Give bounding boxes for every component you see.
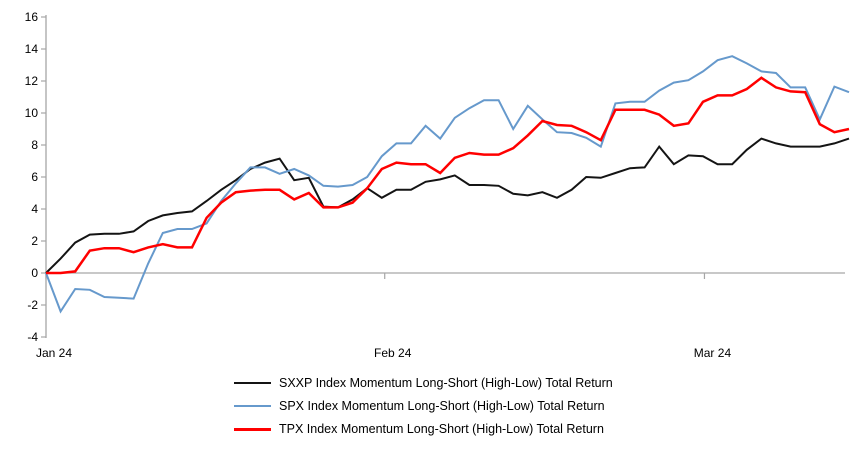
legend-label-spx: SPX Index Momentum Long-Short (High-Low)… — [279, 399, 605, 413]
legend-item-tpx: TPX Index Momentum Long-Short (High-Low)… — [234, 420, 613, 438]
legend-label-tpx: TPX Index Momentum Long-Short (High-Low)… — [279, 422, 604, 436]
y-axis-label: 16 — [25, 10, 39, 24]
x-axis-label: Feb 24 — [374, 346, 412, 360]
x-axis-label: Mar 24 — [694, 346, 732, 360]
y-axis-label: 8 — [31, 138, 38, 152]
y-axis-label: 10 — [25, 106, 39, 120]
y-axis-label: 4 — [31, 202, 38, 216]
spx-series-line — [45, 55, 850, 314]
x-axis-label: Jan 24 — [36, 346, 72, 360]
legend-label-sxxp: SXXP Index Momentum Long-Short (High-Low… — [279, 376, 613, 390]
sxxp-line-swatch — [234, 382, 271, 384]
chart-plot-area: Jan 24 Feb 24 Mar 24 16 14 12 10 8 6 4 2 0 -2 -4 — [25, 10, 850, 360]
y-axis-label: -2 — [27, 298, 38, 312]
chart-legend: SXXP Index Momentum Long-Short (High-Low… — [234, 374, 613, 438]
y-axis-label: 6 — [31, 170, 38, 184]
legend-item-spx: SPX Index Momentum Long-Short (High-Low)… — [234, 397, 613, 415]
y-axis-label: 14 — [25, 42, 39, 56]
y-axis-label: 2 — [31, 234, 38, 248]
tpx-line-swatch — [234, 427, 271, 431]
spx-line-swatch — [234, 405, 271, 407]
y-axis-label: 0 — [31, 266, 38, 280]
tpx-series-line — [46, 76, 850, 275]
y-axis-label: 12 — [25, 74, 39, 88]
y-axis-label: -4 — [27, 330, 38, 344]
legend-item-sxxp: SXXP Index Momentum Long-Short (High-Low… — [234, 374, 613, 392]
sxxp-series-line — [45, 137, 850, 274]
